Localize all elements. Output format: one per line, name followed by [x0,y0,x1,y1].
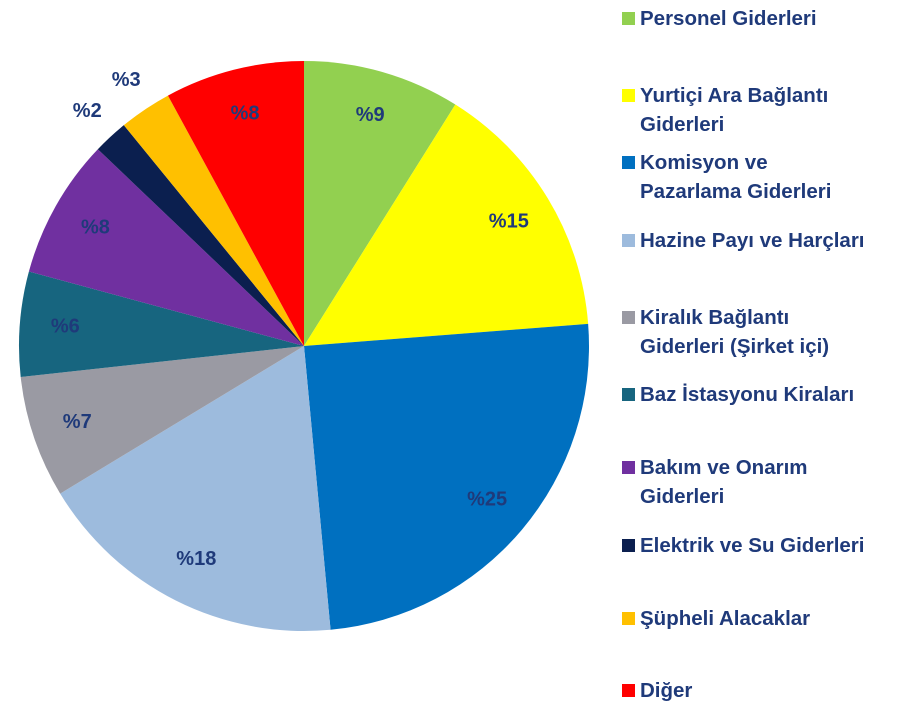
data-label: %9 [356,104,385,126]
legend-swatch [622,461,635,474]
data-label: %7 [63,411,92,433]
data-label: %3 [112,69,141,91]
legend-swatch [622,311,635,324]
data-label: %18 [176,548,216,570]
legend-item: Şüpheli Alacaklar [622,604,874,633]
legend-label: Şüpheli Alacaklar [640,607,811,630]
data-label: %8 [231,102,260,124]
data-label: %15 [489,210,529,232]
legend-swatch [622,612,635,625]
pie-slice [28,149,305,346]
legend-swatch [622,234,635,247]
legend-label: Yurtiçi Ara Bağlantı Giderleri [640,84,829,136]
legend-label: Bakım ve Onarım Giderleri [640,456,808,508]
legend-label: Hazine Payı ve Harçları [640,229,865,252]
legend-label: Komisyon ve Pazarlama Giderleri [640,151,832,203]
legend-item: Personel Giderleri [622,4,874,33]
legend-item: Bakım ve Onarım Giderleri [622,453,874,511]
legend-swatch [622,89,635,102]
legend-item: Yurtiçi Ara Bağlantı Giderleri [622,81,874,139]
pie-slice [304,323,589,630]
pie-slice [123,95,304,346]
data-label: %6 [51,316,80,338]
legend-swatch [622,12,635,25]
legend-item: Baz İstasyonu Kiraları [622,380,874,409]
pie-slice [97,125,304,346]
legend-swatch [622,684,635,697]
legend-item: Elektrik ve Su Giderleri [622,531,874,560]
data-label: %8 [81,217,110,239]
data-label: %2 [73,100,102,122]
pie-slice [304,104,589,346]
legend-item: Diğer [622,676,874,705]
pie-slice [20,346,304,494]
pie-slice [167,61,304,346]
legend-label: Elektrik ve Su Giderleri [640,534,865,557]
legend-item: Hazine Payı ve Harçları [622,226,874,255]
legend-swatch [622,156,635,169]
legend-label: Diğer [640,679,693,702]
legend-swatch [622,388,635,401]
legend-swatch [622,539,635,552]
legend-item: Kiralık Bağlantı Giderleri (Şirket içi) [622,303,874,361]
legend-label: Kiralık Bağlantı Giderleri (Şirket içi) [640,306,830,358]
legend-item: Komisyon ve Pazarlama Giderleri [622,148,874,206]
pie-slice [304,61,456,346]
legend-label: Baz İstasyonu Kiraları [640,383,855,406]
legend-label: Personel Giderleri [640,7,817,30]
data-label: %25 [467,488,507,510]
pie-slice [18,271,304,377]
pie-slice [60,346,331,631]
